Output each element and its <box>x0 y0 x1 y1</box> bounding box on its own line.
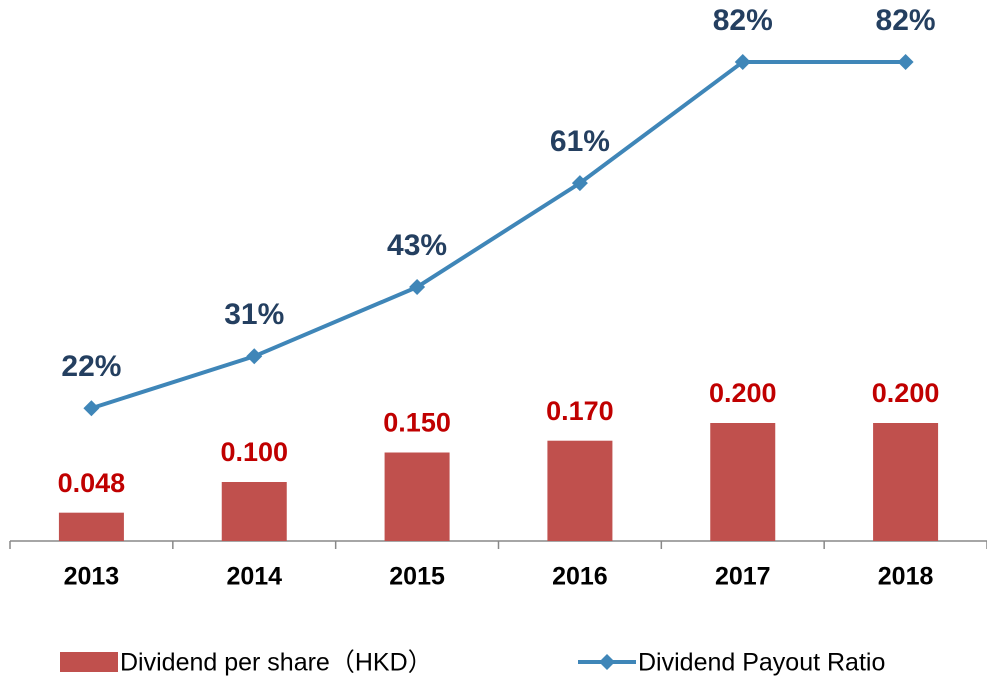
bar-value-label: 0.200 <box>709 378 777 408</box>
line-value-label: 43% <box>387 229 447 262</box>
x-tick-label: 2014 <box>226 563 282 591</box>
bar-value-label: 0.048 <box>58 468 126 498</box>
x-tick-label: 2018 <box>878 563 934 591</box>
bar <box>221 482 287 541</box>
bar <box>384 452 450 541</box>
bar <box>873 423 939 541</box>
bar-value-label: 0.200 <box>872 378 940 408</box>
line-marker <box>734 53 751 70</box>
bar-value-label: 0.170 <box>546 396 614 426</box>
line-marker <box>83 400 100 417</box>
line-value-label: 61% <box>550 125 610 158</box>
bar-value-label: 0.150 <box>383 408 451 438</box>
line-value-label: 31% <box>224 298 284 331</box>
line-value-label: 82% <box>876 4 936 37</box>
line-marker <box>897 53 914 70</box>
bar <box>58 512 124 541</box>
x-tick-label: 2015 <box>389 563 445 591</box>
bar <box>710 423 776 541</box>
legend-label: Dividend per share（HKD） <box>120 649 433 677</box>
line-marker <box>246 348 263 365</box>
x-tick-label: 2013 <box>64 563 120 591</box>
x-tick-label: 2016 <box>552 563 608 591</box>
x-tick-label: 2017 <box>715 563 771 591</box>
legend-marker <box>599 654 615 670</box>
bar-value-label: 0.100 <box>220 437 288 467</box>
legend-swatch <box>60 652 118 672</box>
bar <box>547 440 613 541</box>
legend-label: Dividend Payout Ratio <box>638 649 885 677</box>
line-marker <box>571 175 588 192</box>
line-marker <box>409 279 426 296</box>
line-value-label: 22% <box>61 350 121 383</box>
line-value-label: 82% <box>713 4 773 37</box>
line <box>90 59 906 411</box>
